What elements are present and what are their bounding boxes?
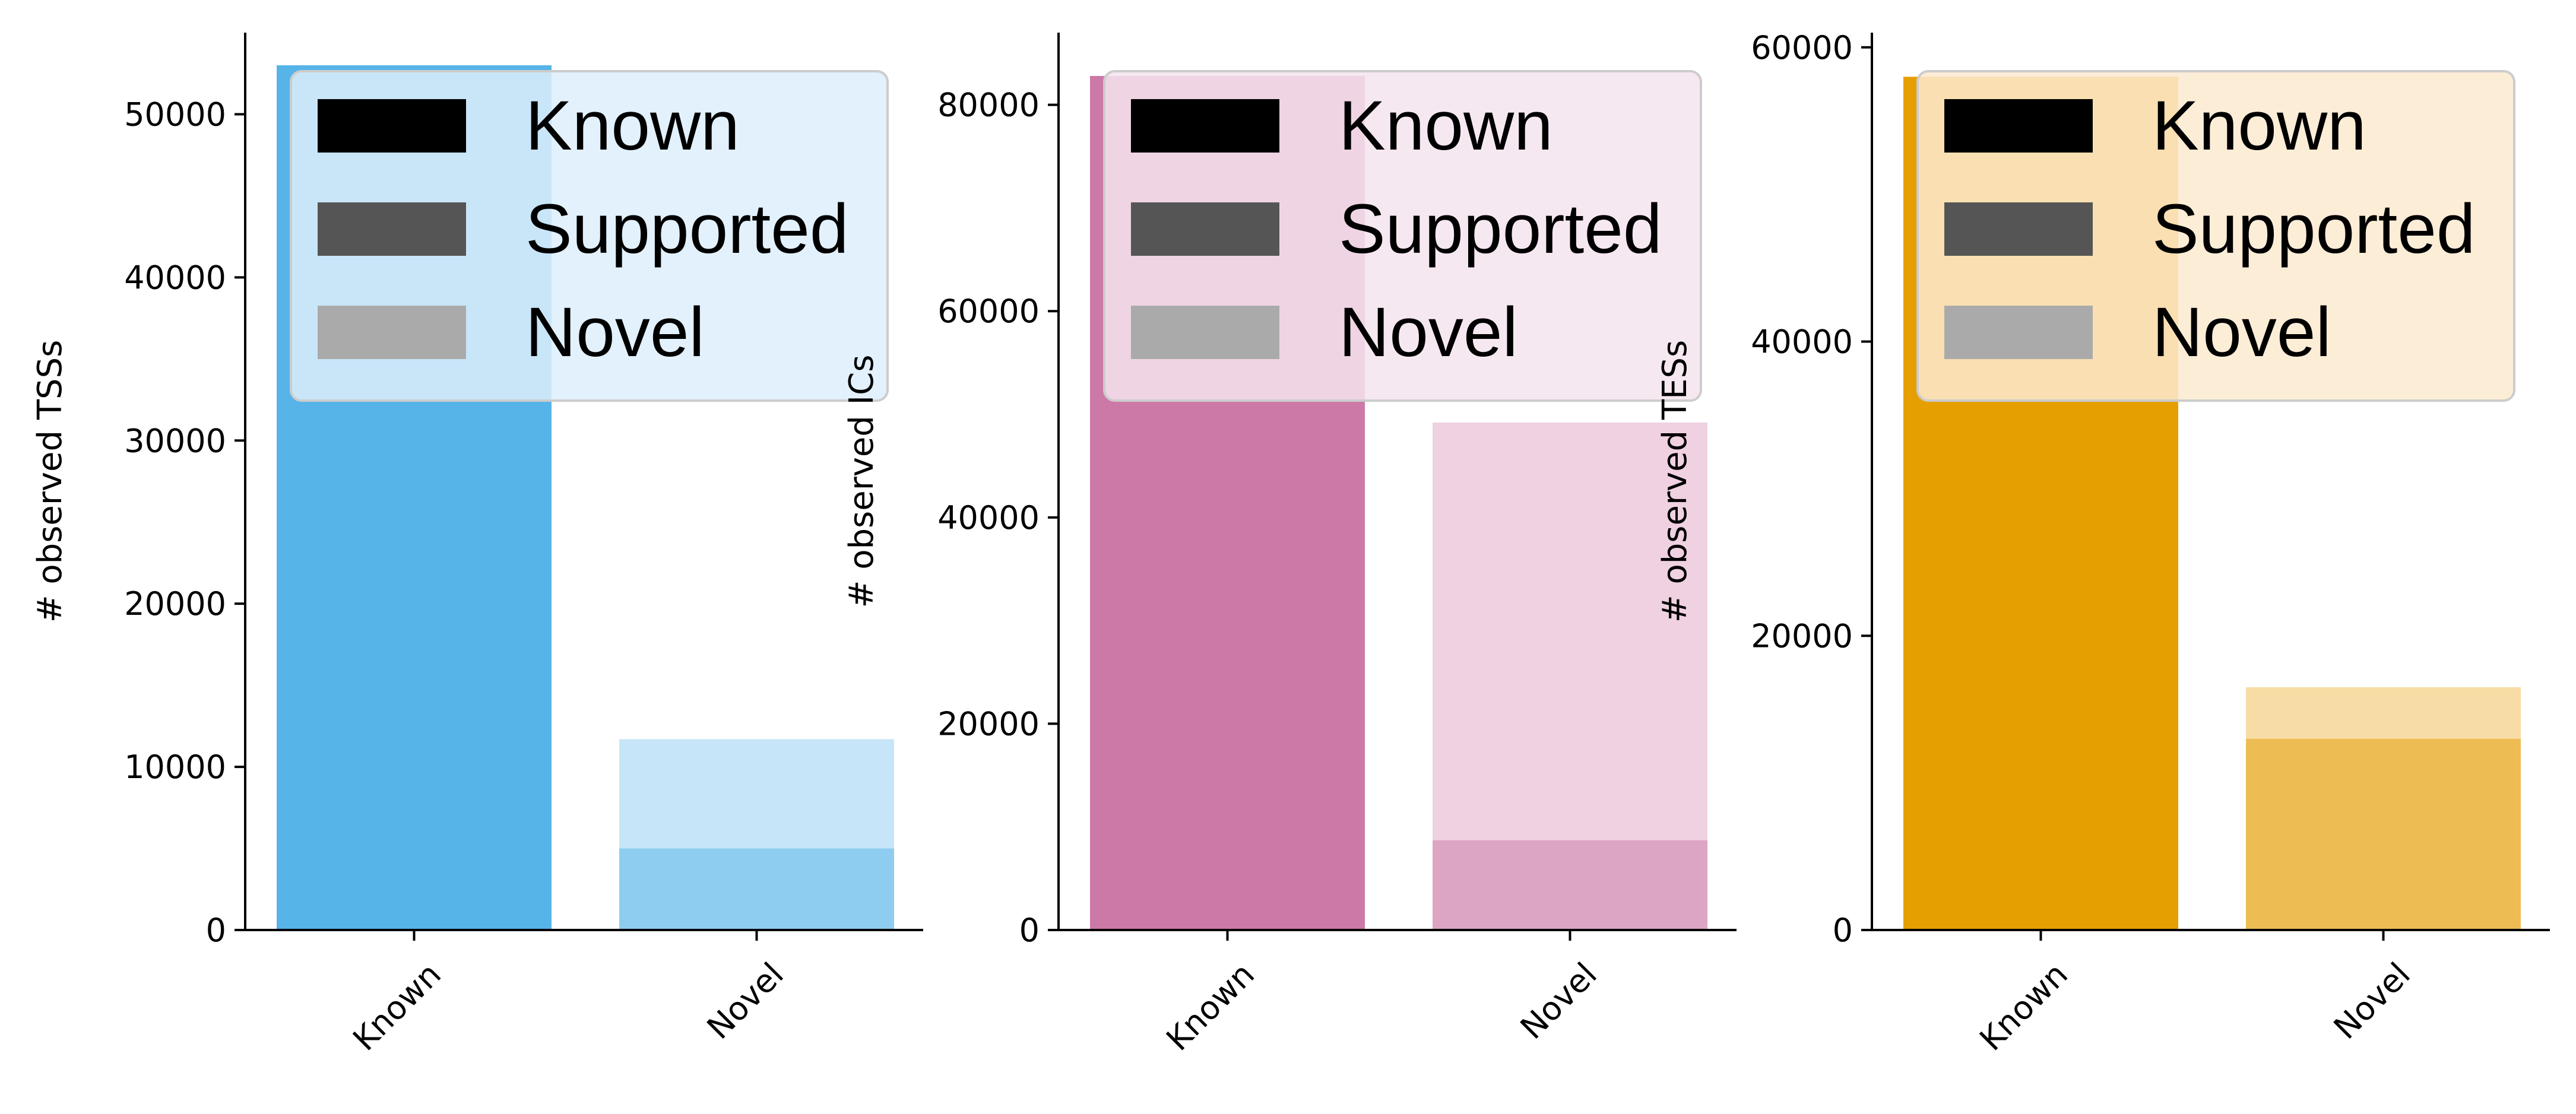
y-tick-label: 20000 (124, 585, 226, 623)
y-tick-label: 20000 (1751, 617, 1853, 655)
y-axis-label: # observed ICs (842, 355, 881, 608)
legend-swatch-known (1944, 99, 2093, 153)
legend-label-supported: Supported (1339, 190, 1662, 268)
y-tick-label: 50000 (124, 96, 226, 133)
y-tick-label: 0 (1019, 912, 1040, 949)
x-tick-label: Novel (2327, 956, 2417, 1046)
y-tick-label: 30000 (124, 422, 226, 459)
legend: Known Supported Novel (1916, 70, 2515, 402)
legend-swatch-known (318, 99, 466, 153)
legend-swatch-known (1131, 99, 1279, 153)
legend-label-known: Known (1339, 87, 1553, 165)
panel-3: 0 20000 40000 60000 Known Novel # observed TES… (1656, 29, 2550, 1058)
panel-2: 0 20000 40000 60000 80000 Known Novel # observe… (842, 33, 1737, 1058)
legend-swatch-novel (318, 306, 466, 359)
legend-label-known: Known (2152, 87, 2366, 165)
legend-label-novel: Novel (2152, 293, 2331, 372)
y-tick-label: 20000 (937, 705, 1040, 742)
legend-label-supported: Supported (2152, 190, 2476, 268)
legend-label-known: Known (525, 87, 740, 165)
bar-novel-supported (619, 848, 894, 930)
x-tick-label: Novel (700, 956, 791, 1046)
y-axis-label: # observed TSSs (31, 340, 69, 623)
legend-swatch-novel (1131, 306, 1279, 359)
legend: Known Supported Novel (1103, 70, 1702, 402)
legend-swatch-supported (318, 202, 466, 256)
panel-1: 0 10000 20000 30000 40000 50000 Known Novel # ob… (31, 33, 923, 1058)
y-tick-label: 0 (1833, 912, 1853, 949)
legend-swatch-supported (1944, 202, 2093, 256)
y-tick-label: 0 (206, 912, 226, 949)
x-tick-label: Novel (1513, 956, 1604, 1046)
x-tick-label: Known (346, 956, 448, 1058)
y-tick-label: 60000 (937, 293, 1040, 330)
y-axis-label: # observed TESs (1656, 340, 1694, 623)
legend: Known Supported Novel (290, 70, 889, 402)
y-tick-label: 80000 (937, 87, 1040, 124)
legend-label-novel: Novel (525, 293, 705, 372)
bar-novel-supported (1433, 840, 1707, 930)
x-tick-label: Known (1159, 956, 1262, 1058)
y-tick-label: 40000 (937, 499, 1040, 537)
legend-swatch-novel (1944, 306, 2093, 359)
bar-novel-supported (2246, 738, 2521, 930)
legend-label-supported: Supported (525, 190, 849, 268)
y-tick-label: 40000 (124, 259, 226, 296)
y-tick-label: 10000 (124, 748, 226, 786)
y-tick-label: 40000 (1751, 323, 1853, 361)
legend-label-novel: Novel (1339, 293, 1518, 372)
y-tick-label: 60000 (1751, 29, 1853, 66)
x-tick-label: Known (1972, 956, 2075, 1058)
legend-swatch-supported (1131, 202, 1279, 256)
